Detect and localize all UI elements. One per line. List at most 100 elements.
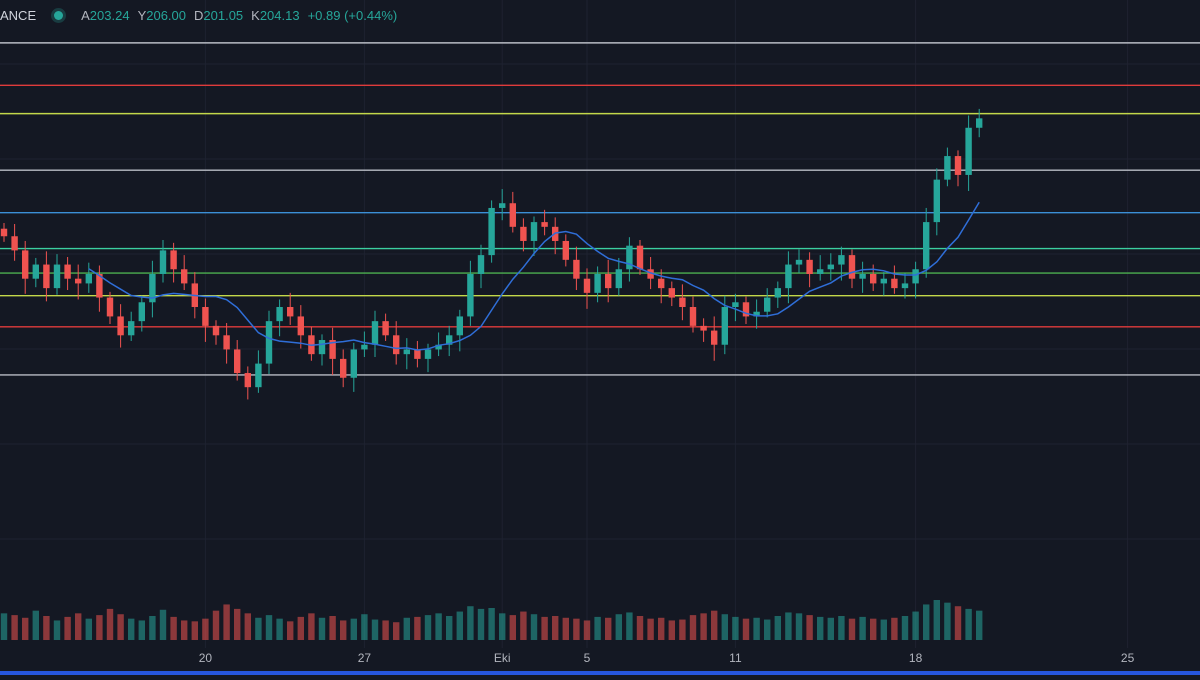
candle-body bbox=[923, 222, 930, 270]
volume-bar bbox=[647, 618, 654, 640]
grid bbox=[0, 0, 1200, 648]
candle-body bbox=[668, 288, 675, 298]
bottom-accent-bar bbox=[0, 671, 1200, 675]
candle bbox=[287, 292, 294, 325]
candle bbox=[944, 147, 951, 187]
candle bbox=[520, 218, 527, 252]
candle bbox=[138, 295, 145, 332]
candle-body bbox=[615, 269, 622, 289]
volume-bar bbox=[573, 618, 580, 640]
candle bbox=[202, 298, 209, 342]
volume-bar bbox=[53, 620, 61, 640]
candle-body bbox=[785, 264, 792, 289]
candle bbox=[149, 260, 156, 318]
candle bbox=[456, 309, 463, 352]
candle bbox=[329, 327, 336, 375]
candle-body bbox=[520, 226, 527, 241]
volume-bar bbox=[181, 620, 188, 640]
candle bbox=[393, 321, 400, 365]
candle bbox=[732, 293, 739, 322]
candle bbox=[785, 251, 792, 304]
volume-bar bbox=[212, 610, 220, 640]
candle bbox=[954, 150, 962, 187]
volume-bar bbox=[456, 611, 463, 640]
candle bbox=[774, 281, 781, 308]
candle-body bbox=[382, 321, 389, 336]
candle-body bbox=[138, 302, 145, 322]
change-value: +0.89 (+0.44%) bbox=[307, 7, 398, 23]
x-axis: 20 27 Eki 5 11 18 25 bbox=[199, 651, 1135, 665]
volume-bar bbox=[668, 620, 675, 640]
candle bbox=[753, 299, 760, 329]
volume-bar bbox=[594, 616, 601, 640]
candle bbox=[22, 240, 29, 294]
candle-body bbox=[859, 273, 866, 279]
volume-bar bbox=[626, 612, 633, 640]
candle bbox=[764, 288, 771, 318]
volume-bar bbox=[753, 617, 760, 640]
volume-bar bbox=[75, 613, 82, 640]
volume-bar bbox=[965, 608, 972, 640]
candle bbox=[340, 349, 347, 388]
candle-body bbox=[700, 325, 707, 331]
candle bbox=[573, 246, 580, 291]
volume-bar bbox=[679, 619, 686, 640]
candle-body bbox=[721, 307, 728, 345]
x-tick-label: 20 bbox=[199, 651, 213, 665]
candle-body bbox=[53, 264, 61, 289]
candle bbox=[403, 338, 410, 370]
volume-bar bbox=[923, 604, 930, 640]
candle-body bbox=[350, 349, 357, 378]
volume-bar bbox=[149, 616, 156, 640]
candle bbox=[446, 325, 453, 357]
x-tick-label: 25 bbox=[1121, 651, 1135, 665]
volume-bar bbox=[488, 608, 495, 640]
candle bbox=[965, 115, 972, 191]
candle bbox=[901, 273, 909, 299]
candle bbox=[382, 313, 389, 341]
candle-body bbox=[11, 236, 18, 251]
candle bbox=[817, 255, 824, 281]
candle-body bbox=[944, 156, 951, 180]
candle-body bbox=[573, 259, 580, 279]
volume-bar bbox=[933, 600, 940, 640]
volume-bar bbox=[711, 610, 718, 640]
candle-body bbox=[318, 340, 326, 355]
candle bbox=[223, 323, 230, 364]
candle-body bbox=[912, 269, 919, 284]
candle-body bbox=[477, 255, 485, 274]
volume-bar bbox=[520, 611, 527, 640]
candle-body bbox=[276, 307, 283, 322]
candle-body bbox=[170, 250, 177, 270]
candle bbox=[170, 242, 177, 283]
candle-body bbox=[583, 278, 591, 293]
volume-bar bbox=[11, 615, 18, 640]
candle bbox=[488, 200, 495, 263]
volume-bar bbox=[605, 617, 612, 640]
candle-body bbox=[265, 321, 273, 364]
candle-body bbox=[965, 127, 972, 175]
candle bbox=[594, 266, 601, 303]
ohlc-legend: ANCE A203.24 Y206.00 D201.05 K204.13 +0.… bbox=[0, 0, 397, 30]
open-value: A203.24 bbox=[81, 7, 130, 23]
candle-body bbox=[223, 335, 230, 350]
candle-body bbox=[446, 335, 453, 345]
volume-bar bbox=[658, 617, 665, 640]
candle-body bbox=[827, 264, 834, 270]
volume-bar bbox=[721, 614, 728, 640]
candle-body bbox=[795, 259, 803, 265]
volume-bar bbox=[562, 617, 569, 640]
candle-body bbox=[605, 273, 612, 289]
volume-bar bbox=[859, 616, 866, 640]
candle bbox=[128, 311, 135, 341]
volume-bar bbox=[202, 618, 209, 640]
candle-body bbox=[848, 255, 856, 279]
candle-body bbox=[870, 273, 877, 284]
volume-bar bbox=[117, 614, 124, 640]
candle-body bbox=[679, 297, 686, 307]
candle bbox=[689, 296, 697, 333]
candle bbox=[530, 216, 538, 257]
volume-bar bbox=[340, 620, 347, 640]
